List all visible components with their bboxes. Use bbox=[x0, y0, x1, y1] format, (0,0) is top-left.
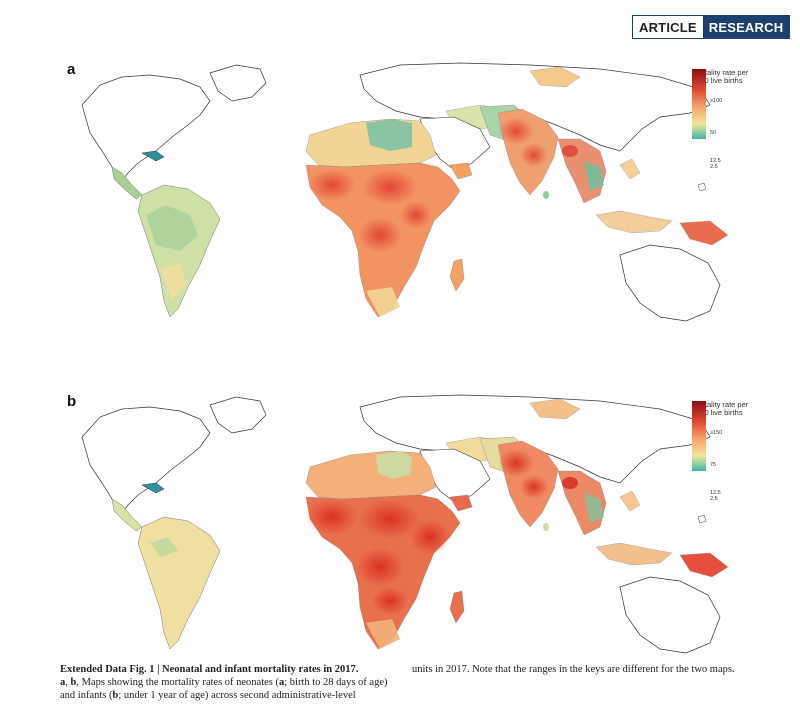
legend-tick-b-3: 2.5 bbox=[710, 496, 718, 502]
map-panel-a: a Mortality rate per 1000 live births ≥1… bbox=[60, 55, 760, 345]
south-america bbox=[137, 516, 221, 650]
legend-a: Mortality rate per 1000 live births ≥100… bbox=[692, 68, 762, 170]
caribbean-islands bbox=[141, 482, 165, 494]
caption-body-left: a, b, Maps showing the mortality rates o… bbox=[60, 676, 400, 702]
madagascar bbox=[449, 258, 465, 292]
eurasia-outline bbox=[359, 394, 711, 484]
australia-outline bbox=[619, 576, 721, 654]
caption-ref-b: b bbox=[112, 690, 119, 701]
caption-ref-b: b bbox=[70, 677, 77, 688]
article-research-badge: ARTICLE RESEARCH bbox=[632, 15, 791, 39]
caption-text: , Maps showing the mortality rates of ne… bbox=[76, 677, 280, 688]
caption-text: ; under 1 year of age) across second adm… bbox=[118, 690, 356, 701]
map-panel-b: b Mortality rate per 1000 live births ≥1… bbox=[60, 387, 760, 677]
greenland-outline bbox=[209, 396, 267, 434]
caption-body-right: units in 2017. Note that the ranges in t… bbox=[412, 664, 735, 675]
legend-colorbar-a bbox=[692, 69, 706, 139]
panel-label-a: a bbox=[67, 61, 76, 78]
north-africa bbox=[305, 450, 437, 500]
legend-tick-a-3: 2.5 bbox=[710, 164, 718, 170]
legend-tick-a-1: 50 bbox=[710, 130, 717, 136]
map-neonatal-mortality bbox=[81, 62, 729, 322]
north-america-outline bbox=[81, 406, 211, 516]
legend-colorbar-b bbox=[692, 401, 706, 471]
legend-title-a: Mortality rate per 1000 live births bbox=[692, 68, 749, 85]
madagascar bbox=[449, 590, 465, 624]
central-america bbox=[111, 166, 143, 200]
caption-ref-a: a bbox=[60, 677, 66, 688]
legend-tick-a-2: 12.5 bbox=[710, 158, 721, 164]
greenland-outline bbox=[209, 64, 267, 102]
legend-tick-b-1: 75 bbox=[710, 462, 717, 468]
caption-left-column: Extended Data Fig. 1 | Neonatal and infa… bbox=[60, 663, 400, 702]
caption-ref-a: a bbox=[279, 677, 285, 688]
legend-b: Mortality rate per 1000 live births ≥150… bbox=[692, 400, 762, 502]
eurasia-outline bbox=[359, 62, 711, 152]
central-america bbox=[111, 498, 143, 532]
legend-tick-b-0: ≥150 bbox=[710, 430, 723, 436]
panel-label-b: b bbox=[67, 393, 77, 410]
legend-title-b: Mortality rate per 1000 live births bbox=[692, 400, 749, 417]
caption-title: Extended Data Fig. 1 | Neonatal and infa… bbox=[60, 664, 359, 675]
map-infant-mortality bbox=[81, 394, 729, 654]
australia-outline bbox=[619, 244, 721, 322]
caribbean-islands bbox=[141, 150, 165, 162]
caption-text: ; birth to 28 days of age) and infants ( bbox=[60, 677, 388, 701]
badge-research: RESEARCH bbox=[702, 16, 790, 38]
legend-tick-b-2: 12.5 bbox=[710, 490, 721, 496]
north-america-outline bbox=[81, 74, 211, 184]
caption-text: , bbox=[65, 677, 71, 688]
badge-article: ARTICLE bbox=[633, 16, 703, 38]
south-america bbox=[137, 184, 221, 318]
legend-tick-a-0: ≥100 bbox=[710, 98, 723, 104]
